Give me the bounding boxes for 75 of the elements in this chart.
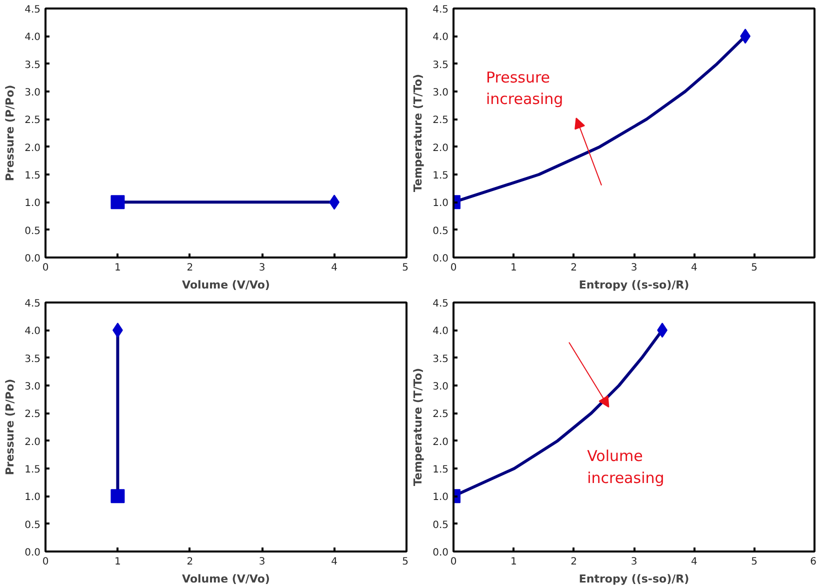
x-axis-title: Entropy ((s-so)/R) — [578, 572, 690, 586]
y-tick-label: 2.5 — [24, 115, 41, 126]
y-axis-title: Pressure (P/Po) — [4, 378, 17, 476]
y-axis-title: Temperature (T/To) — [412, 74, 425, 192]
x-tick-label: 5 — [751, 262, 758, 274]
y-tick-label: 4.0 — [24, 32, 41, 44]
y-tick-label: 1.5 — [432, 464, 449, 476]
y-tick-label: 4.0 — [432, 326, 449, 338]
y-tick-label: 1.0 — [24, 198, 41, 210]
x-axis-title: Volume (V/Vo) — [182, 572, 270, 586]
x-tick-label: 2 — [186, 262, 194, 274]
y-tick-label: 1.5 — [24, 170, 41, 182]
x-tick-label: 0 — [450, 262, 457, 274]
y-tick-label: 4.5 — [24, 4, 41, 16]
x-tick-label: 0 — [42, 556, 49, 568]
x-tick-label: 2 — [186, 556, 194, 568]
x-tick-label: 4 — [331, 556, 338, 568]
y-tick-label: 1.5 — [432, 170, 449, 182]
y-tick-label: 0.0 — [432, 254, 449, 264]
y-tick-label: 0.0 — [24, 548, 41, 558]
y-tick-label: 3.5 — [432, 60, 449, 71]
x-tick-label: 2 — [570, 262, 578, 274]
x-tick-label: 3 — [630, 262, 638, 274]
y-tick-label: 2.5 — [432, 115, 449, 126]
y-tick-label: 2.5 — [24, 409, 41, 420]
y-tick-label: 1.0 — [432, 492, 449, 504]
x-tick-label: 1 — [510, 262, 517, 274]
y-tick-label: 2.0 — [432, 436, 449, 448]
y-tick-label: 4.0 — [432, 32, 449, 44]
y-tick-label: 3.0 — [432, 88, 449, 98]
y-tick-label: 3.5 — [432, 354, 449, 365]
x-tick-label: 0 — [42, 262, 49, 274]
y-tick-label: 0.5 — [24, 520, 41, 531]
y-tick-label: 0.5 — [24, 226, 41, 237]
y-tick-label: 3.0 — [24, 88, 41, 98]
annotation: Pressure increasing — [486, 68, 564, 108]
y-tick-label: 0.5 — [432, 520, 449, 531]
annotation: Volume increasing — [587, 447, 664, 487]
x-axis-title: Entropy ((s-so)/R) — [578, 278, 690, 292]
y-tick-label: 4.0 — [24, 326, 41, 338]
x-tick-label: 5 — [402, 262, 409, 274]
y-tick-label: 1.5 — [24, 464, 41, 476]
y-tick-label: 3.0 — [24, 382, 41, 392]
y-tick-label: 0.0 — [24, 254, 41, 264]
x-tick-label: 3 — [258, 556, 266, 568]
y-tick-label: 2.5 — [432, 409, 449, 420]
y-tick-label: 0.5 — [432, 226, 449, 237]
x-tick-label: 4 — [690, 262, 698, 274]
x-axis-title: Volume (V/Vo) — [182, 278, 270, 292]
y-axis-title: Pressure (P/Po) — [4, 84, 17, 182]
y-tick-label: 4.5 — [24, 298, 41, 310]
y-tick-label: 2.0 — [24, 436, 41, 448]
x-tick-label: 1 — [114, 262, 121, 274]
x-tick-label: 2 — [570, 556, 578, 568]
x-tick-label: 5 — [402, 556, 409, 568]
y-tick-label: 0.0 — [432, 548, 449, 558]
x-tick-label: 3 — [258, 262, 266, 274]
y-tick-label: 3.0 — [432, 382, 449, 392]
x-tick-label: 3 — [630, 556, 638, 568]
y-tick-label: 2.0 — [432, 142, 449, 154]
x-tick-label: 0 — [450, 556, 457, 568]
x-tick-label: 5 — [751, 556, 758, 568]
y-tick-label: 3.5 — [24, 354, 41, 365]
y-tick-label: 4.5 — [432, 298, 449, 310]
x-tick-label: 6 — [810, 556, 817, 568]
x-tick-label: 1 — [510, 556, 517, 568]
x-tick-label: 1 — [114, 556, 121, 568]
y-tick-label: 1.0 — [24, 492, 41, 504]
x-tick-label: 4 — [690, 556, 698, 568]
y-axis-title: Temperature (T/To) — [412, 368, 425, 486]
y-tick-label: 4.5 — [432, 4, 449, 16]
y-tick-label: 2.0 — [24, 142, 41, 154]
x-tick-label: 4 — [331, 262, 338, 274]
y-tick-label: 1.0 — [432, 198, 449, 210]
y-tick-label: 3.5 — [24, 60, 41, 71]
